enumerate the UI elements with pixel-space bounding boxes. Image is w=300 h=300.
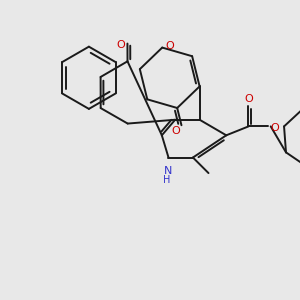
Text: O: O [271, 122, 280, 133]
Text: N: N [164, 167, 173, 176]
Text: O: O [244, 94, 253, 104]
Text: O: O [116, 40, 125, 50]
Text: O: O [166, 41, 174, 52]
Text: O: O [172, 126, 180, 136]
Text: H: H [163, 175, 170, 185]
